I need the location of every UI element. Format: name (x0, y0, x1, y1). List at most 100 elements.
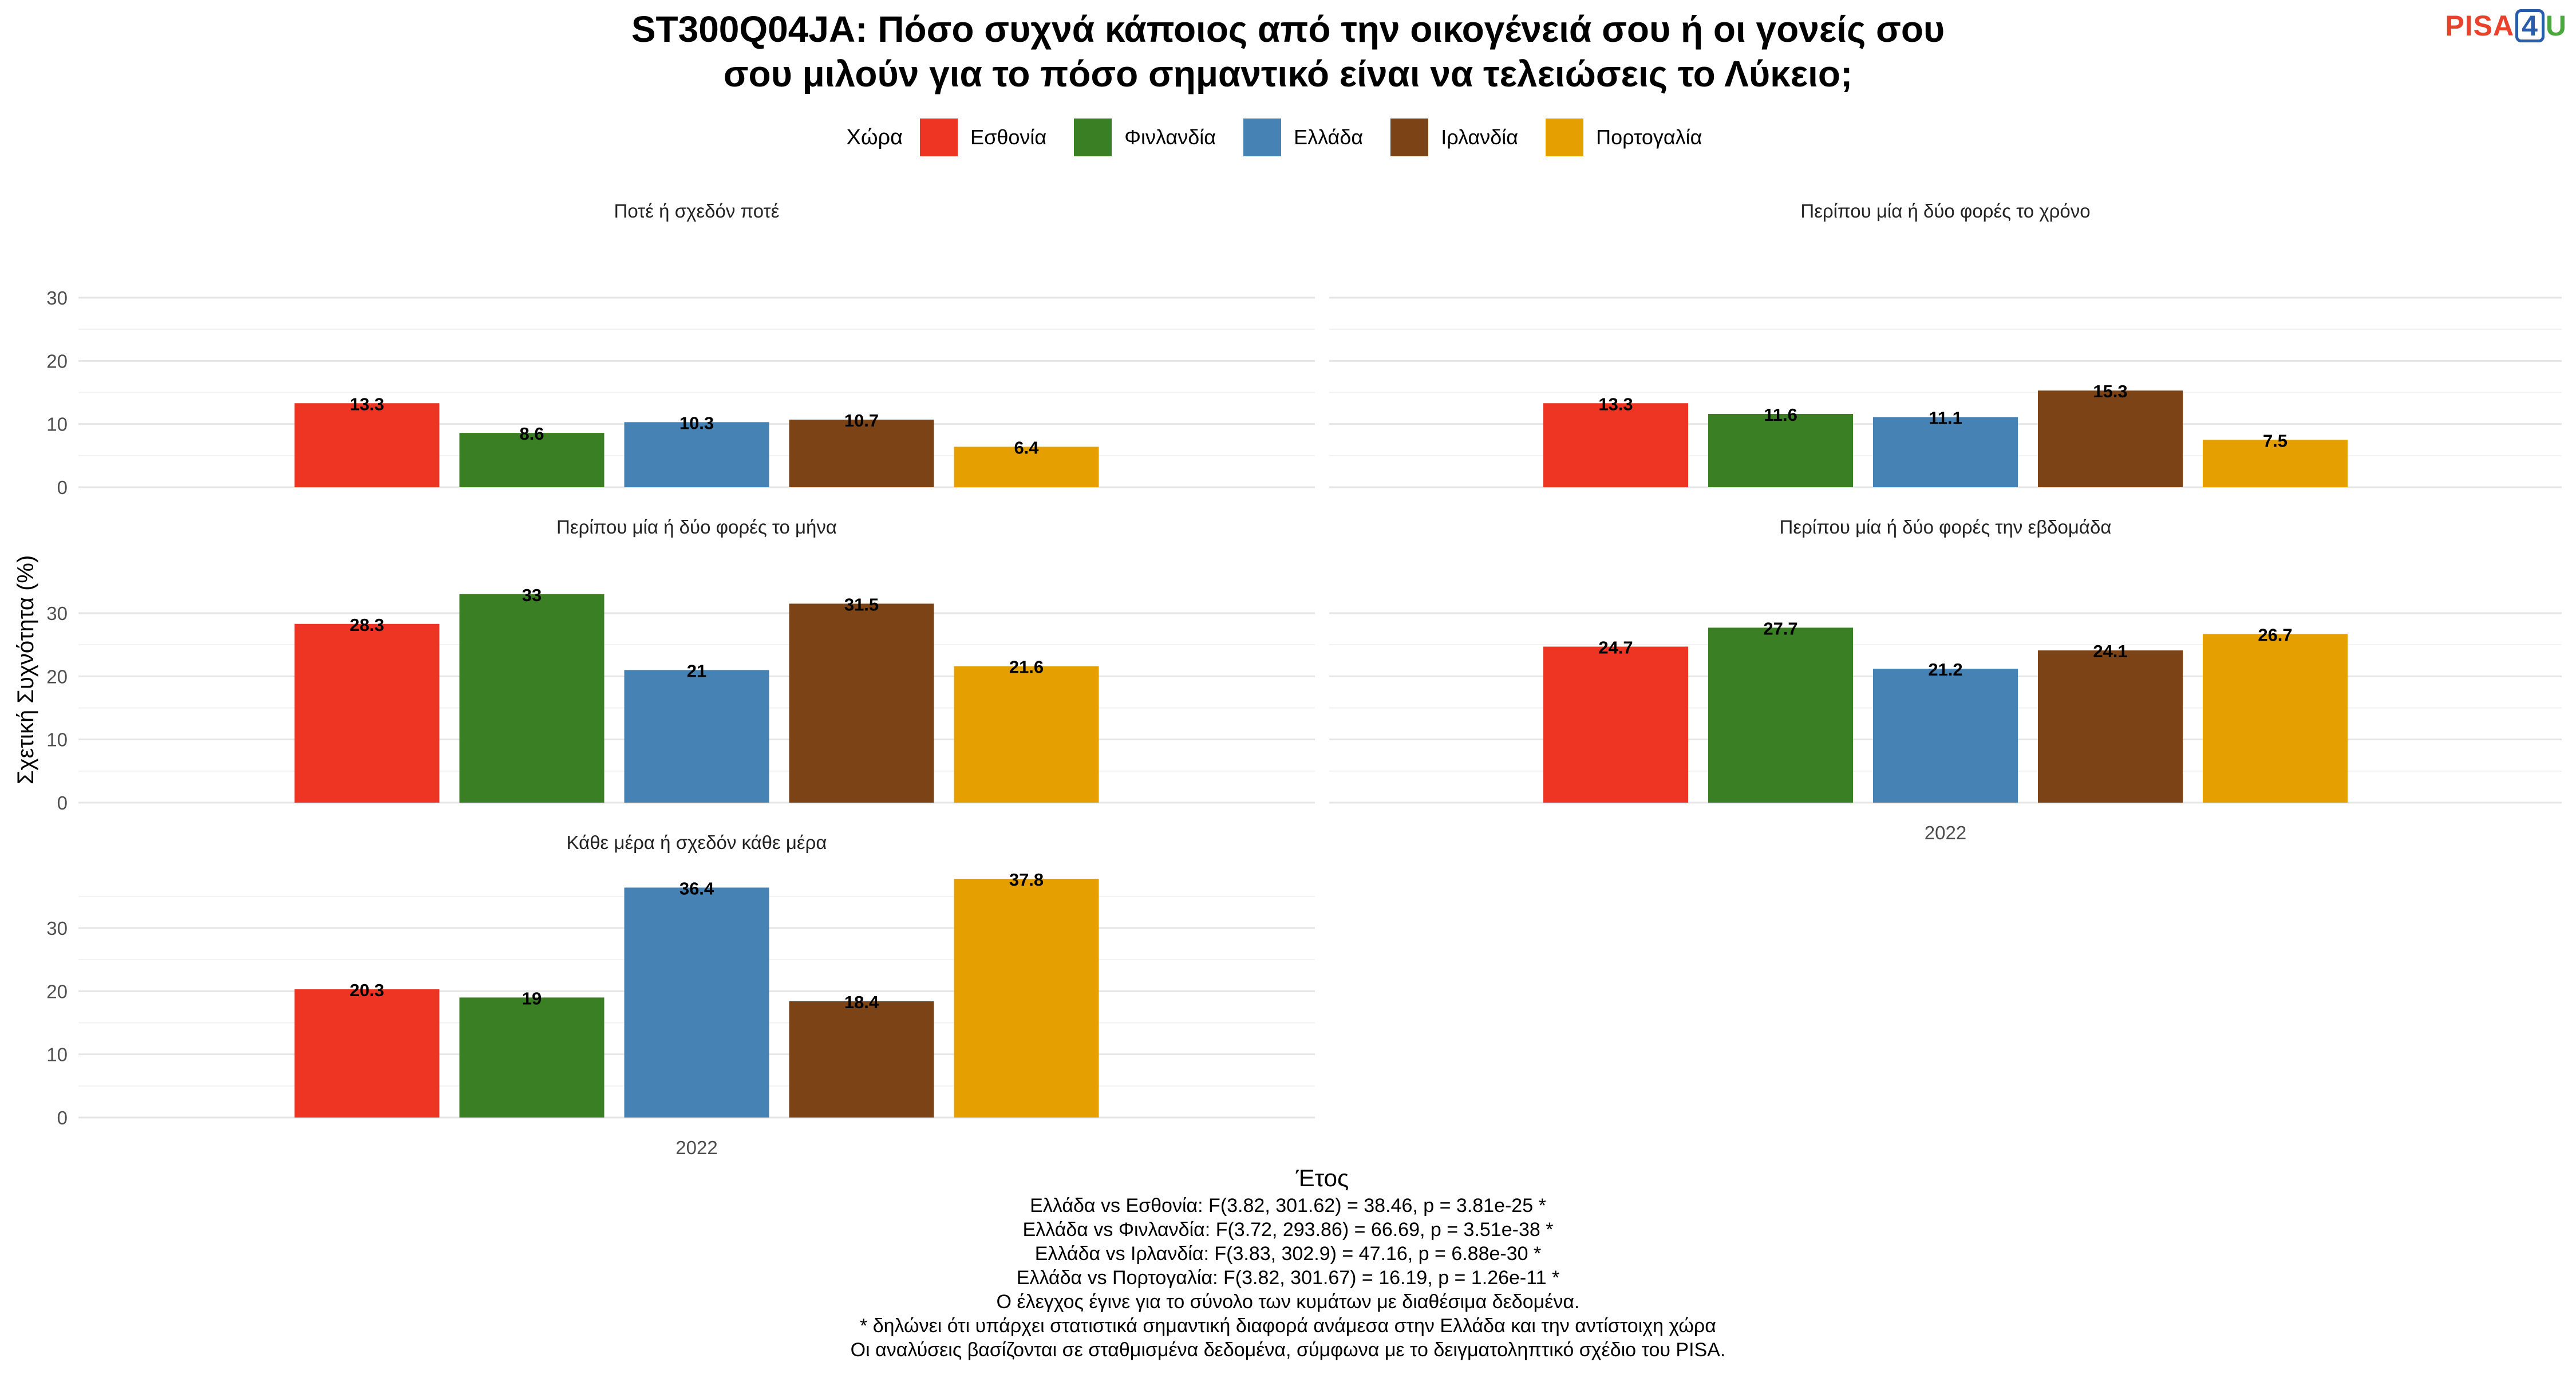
legend-item-ireland: Ιρλανδία (1390, 119, 1518, 156)
data-label: 7.5 (2263, 431, 2287, 451)
bar-Ιρλανδία (789, 419, 934, 487)
data-label: 15.3 (2093, 381, 2127, 401)
x-tick-label: 2022 (675, 1137, 717, 1158)
bar-Ελλάδα (1873, 669, 2018, 803)
data-label: 26.7 (2258, 625, 2292, 645)
bar-Ελλάδα (1873, 417, 2018, 487)
facet-title: Περίπου μία ή δύο φορές το χρόνο (1800, 200, 2090, 222)
data-label: 27.7 (1763, 618, 1797, 638)
data-label: 18.4 (844, 992, 879, 1012)
facet-panel: Περίπου μία ή δύο φορές το χρόνο 13.3 11.6… (1329, 200, 2562, 488)
y-axis-label: Σχετική Συχνότητα (%) (13, 555, 38, 785)
data-label: 21.6 (1009, 657, 1044, 677)
bar-Εσθονία (1543, 403, 1688, 487)
facet-title: Περίπου μία ή δύο φορές το μήνα (556, 516, 837, 538)
data-label: 6.4 (1014, 437, 1039, 457)
logo-four-text: 4 (2515, 9, 2545, 42)
data-label: 10.3 (679, 413, 714, 433)
data-label: 11.1 (1929, 408, 1962, 428)
facet-panel: Ποτέ ή σχεδόν ποτέ 0 10 20 30 13.3 8.6 10.3 10.7… (46, 200, 1315, 498)
bar-Εσθονία (294, 623, 440, 803)
bar-Φινλανδία (1708, 414, 1853, 487)
facet-panels: Ποτέ ή σχεδόν ποτέ 0 10 20 30 13.3 8.6 10.3 10.7… (46, 200, 2562, 1158)
legend-swatch (920, 119, 958, 156)
footer-line: Ελλάδα vs Εσθονία: F(3.82, 301.62) = 38.… (1030, 1195, 1546, 1217)
data-label: 13.3 (1598, 394, 1633, 414)
legend-item-portugal: Πορτογαλία (1546, 119, 1702, 156)
facet-panel: Κάθε μέρα ή σχεδόν κάθε μέρα 0 10 20 30 20.3 1… (46, 832, 1315, 1158)
logo-u-text: U (2545, 10, 2567, 42)
bar-Ιρλανδία (789, 1001, 934, 1118)
y-tick-label: 0 (57, 792, 68, 814)
data-label: 13.3 (350, 394, 384, 414)
legend-label: Ιρλανδία (1441, 125, 1519, 149)
bar-Εσθονία (1543, 646, 1688, 803)
bar-Πορτογαλία (954, 447, 1099, 487)
logo-pisa-text: PISA (2445, 10, 2515, 42)
y-tick-label: 0 (57, 477, 68, 498)
y-tick-label: 30 (46, 918, 68, 939)
bar-Ελλάδα (624, 422, 769, 487)
legend: Χώρα Εσθονία Φινλανδία Ελλάδα Ιρλανδία Π… (0, 116, 2576, 159)
chart-title: ST300Q04JA: Πόσο συχνά κάποιος από την ο… (0, 7, 2576, 96)
footer-line: Οι αναλύσεις βασίζονται σε σταθμισμένα δ… (850, 1339, 1726, 1361)
legend-swatch (1546, 119, 1584, 156)
data-label: 37.8 (1009, 870, 1044, 890)
legend-item-finland: Φινλανδία (1074, 119, 1216, 156)
data-label: 21 (687, 661, 706, 681)
bar-Εσθονία (294, 989, 440, 1118)
footer-notes: Ελλάδα vs Εσθονία: F(3.82, 301.62) = 38.… (0, 1194, 2576, 1362)
data-label: 31.5 (844, 594, 879, 614)
data-label: 21.2 (1928, 660, 1962, 680)
footer-line: Ελλάδα vs Ιρλανδία: F(3.83, 302.9) = 47.… (1034, 1243, 1542, 1265)
facet-title: Περίπου μία ή δύο φορές την εβδομάδα (1780, 516, 2112, 538)
bar-Πορτογαλία (954, 878, 1099, 1118)
facet-title: Ποτέ ή σχεδόν ποτέ (614, 200, 780, 222)
footer-line: Ελλάδα vs Πορτογαλία: F(3.82, 301.67) = … (1016, 1267, 1560, 1289)
bar-Εσθονία (294, 403, 440, 487)
bar-Πορτογαλία (2203, 634, 2348, 803)
y-tick-label: 10 (46, 1044, 68, 1065)
y-tick-label: 10 (46, 414, 68, 435)
data-label: 24.7 (1598, 637, 1633, 657)
x-axis-label: Έτος (1295, 1164, 1349, 1191)
chart-title-line-2: σου μιλούν για το πόσο σημαντικό είναι ν… (723, 53, 1853, 94)
legend-swatch (1243, 119, 1282, 156)
data-label: 24.1 (2093, 641, 2127, 661)
facet-title: Κάθε μέρα ή σχεδόν κάθε μέρα (567, 832, 827, 853)
footer-line: Ελλάδα vs Φινλανδία: F(3.72, 293.86) = 6… (1022, 1219, 1554, 1241)
bar-Φινλανδία (1708, 627, 1853, 803)
legend-label: Φινλανδία (1124, 125, 1216, 149)
data-label: 8.6 (519, 424, 544, 444)
legend-title: Χώρα (846, 125, 903, 149)
bar-Ιρλανδία (2038, 390, 2183, 487)
bar-Πορτογαλία (2203, 440, 2348, 487)
legend-item-greece: Ελλάδα (1243, 119, 1363, 156)
bar-Ελλάδα (624, 887, 769, 1118)
y-tick-label: 0 (57, 1107, 68, 1128)
legend-label: Εσθονία (970, 125, 1047, 149)
data-label: 33 (522, 585, 542, 605)
bar-Ιρλανδία (789, 603, 934, 803)
y-tick-label: 30 (46, 287, 68, 309)
bar-Ιρλανδία (2038, 650, 2183, 803)
facet-panel: Περίπου μία ή δύο φορές την εβδομάδα 24.7… (1329, 516, 2562, 843)
bar-Φινλανδία (459, 433, 605, 487)
legend-label: Πορτογαλία (1596, 125, 1702, 149)
data-label: 11.6 (1764, 405, 1797, 425)
legend-swatch (1074, 119, 1112, 156)
y-tick-label: 10 (46, 729, 68, 751)
data-label: 10.7 (844, 410, 879, 431)
y-tick-label: 20 (46, 350, 68, 372)
footer-line: Ο έλεγχος έγινε για το σύνολο των κυμάτω… (996, 1291, 1580, 1313)
bar-Φινλανδία (459, 594, 605, 803)
x-tick-label: 2022 (1925, 822, 1966, 843)
data-label: 19 (522, 988, 542, 1008)
data-label: 28.3 (350, 615, 384, 635)
bar-Πορτογαλία (954, 666, 1099, 803)
legend-swatch (1390, 119, 1429, 156)
footer-line: * δηλώνει ότι υπάρχει στατιστικά σημαντι… (860, 1315, 1716, 1337)
bar-Φινλανδία (459, 997, 605, 1118)
chart-title-line-1: ST300Q04JA: Πόσο συχνά κάποιος από την ο… (631, 9, 1945, 50)
